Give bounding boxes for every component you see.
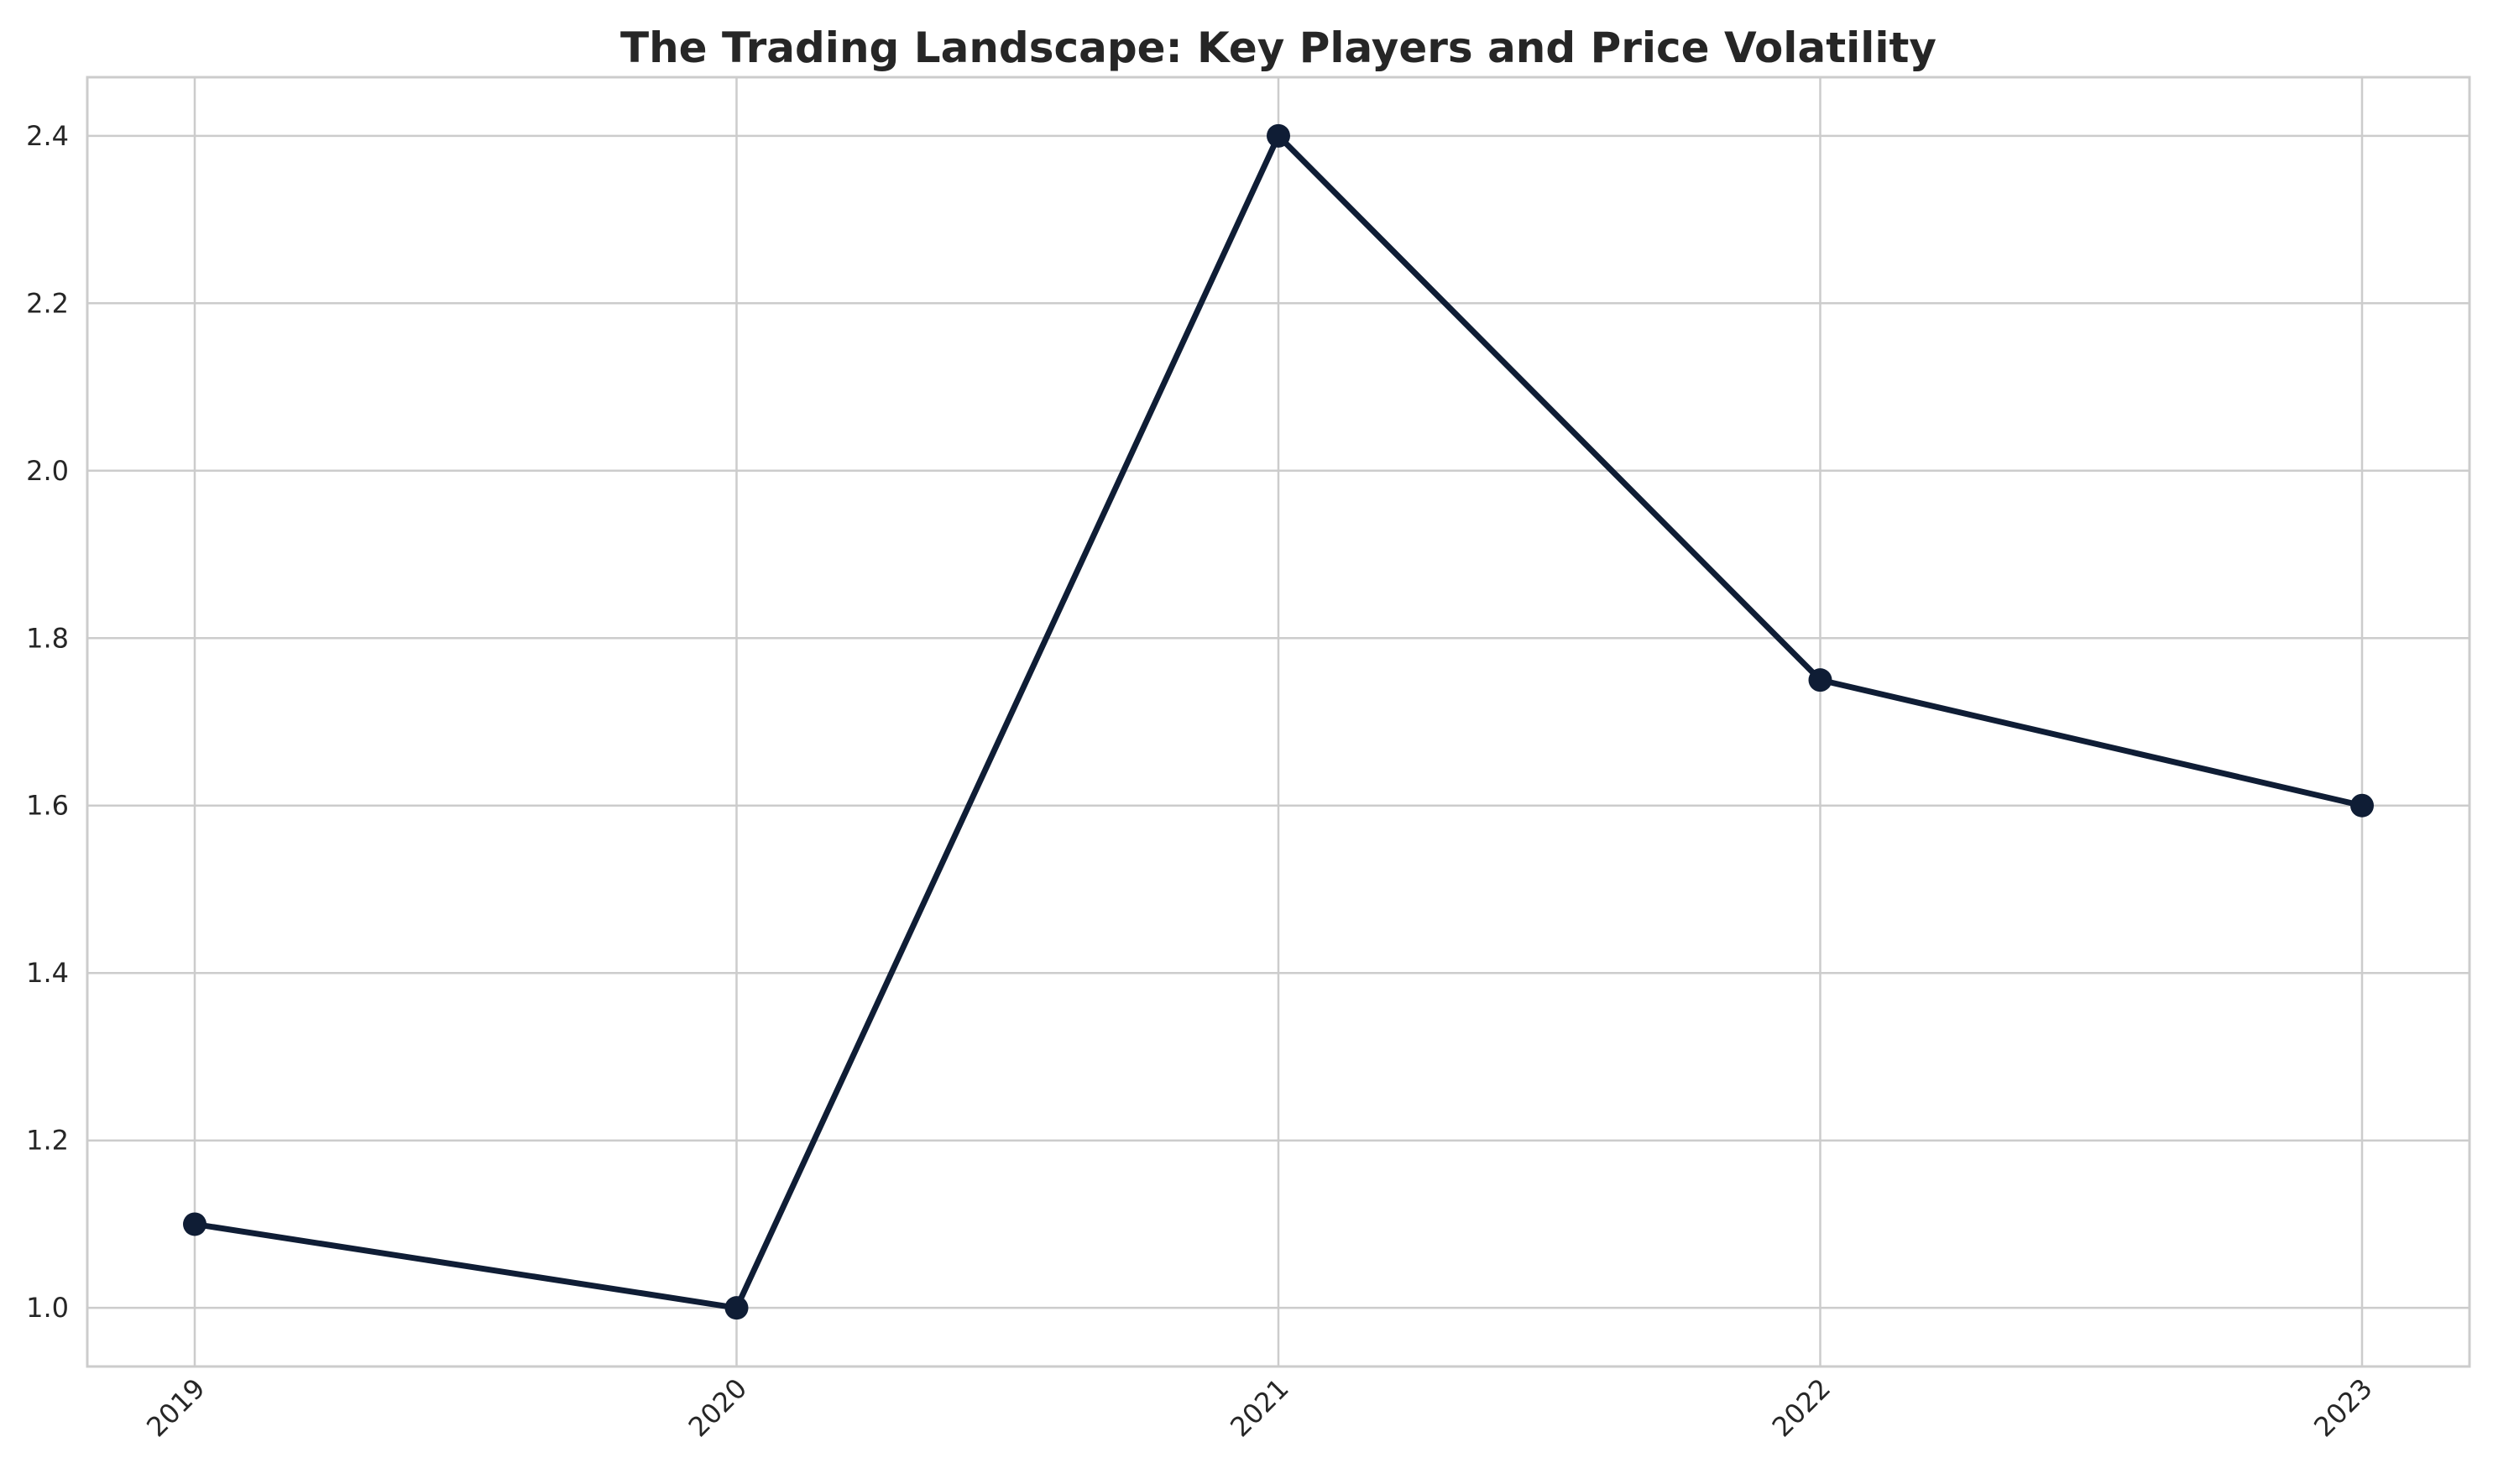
y-tick-label: 1.4 (26, 957, 69, 989)
grid-lines (87, 77, 2469, 1366)
x-tick-label: 2021 (1224, 1372, 1294, 1443)
y-tick-label: 1.0 (26, 1292, 69, 1324)
x-tick-label: 2020 (682, 1372, 753, 1443)
x-tick-label: 2022 (1766, 1372, 1837, 1443)
plot-frame (86, 76, 2471, 1368)
data-point-2019 (183, 1212, 206, 1236)
data-point-2022 (1808, 668, 1832, 692)
y-tick-label: 1.2 (26, 1125, 69, 1157)
y-axis-ticks: 1.0 1.2 1.4 1.6 1.8 2.0 2.2 2.4 (26, 120, 69, 1324)
y-tick-label: 1.8 (26, 622, 69, 654)
y-tick-label: 2.2 (26, 287, 69, 319)
data-point-2021 (1267, 123, 1290, 148)
data-points (183, 123, 2374, 1320)
y-tick-label: 2.4 (26, 120, 69, 152)
x-tick-label: 2019 (140, 1372, 211, 1443)
y-tick-label: 2.0 (26, 455, 69, 487)
data-point-2020 (724, 1296, 749, 1320)
data-point-2023 (2350, 793, 2374, 818)
y-tick-label: 1.6 (26, 790, 69, 822)
x-axis-ticks: 2019 2020 2021 2022 2023 (140, 1372, 2378, 1443)
x-tick-label: 2023 (2307, 1372, 2378, 1443)
chart-title: The Trading Landscape: Key Players and P… (619, 24, 1937, 72)
